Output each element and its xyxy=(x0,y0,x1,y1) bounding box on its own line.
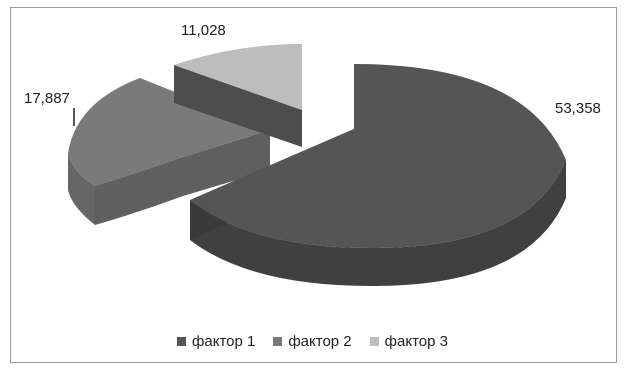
data-label-slice-1: 53,358 xyxy=(555,100,601,117)
slice-2-top xyxy=(68,78,270,186)
slice-3-side xyxy=(174,65,302,147)
legend-label-factor-3: фактор 3 xyxy=(384,333,448,350)
legend: фактор 1 фактор 2 фактор 3 xyxy=(0,333,625,350)
data-label-slice-2: 17,887 xyxy=(24,90,70,107)
slice-1-top xyxy=(190,64,566,248)
slice-3-top xyxy=(174,44,302,110)
legend-swatch-factor-2 xyxy=(273,337,283,346)
legend-item-factor-3: фактор 3 xyxy=(369,333,448,350)
data-label-slice-3: 11,028 xyxy=(181,22,226,39)
legend-label-factor-1: фактор 1 xyxy=(192,333,256,350)
slice-2-side xyxy=(95,130,270,225)
legend-label-factor-2: фактор 2 xyxy=(288,333,352,350)
legend-swatch-factor-1 xyxy=(177,337,187,346)
slice-2-side-left xyxy=(68,153,95,225)
legend-item-factor-1: фактор 1 xyxy=(177,333,255,350)
legend-item-factor-2: фактор 2 xyxy=(273,333,352,350)
slice-1-side xyxy=(190,160,566,286)
legend-swatch-factor-3 xyxy=(369,337,379,346)
